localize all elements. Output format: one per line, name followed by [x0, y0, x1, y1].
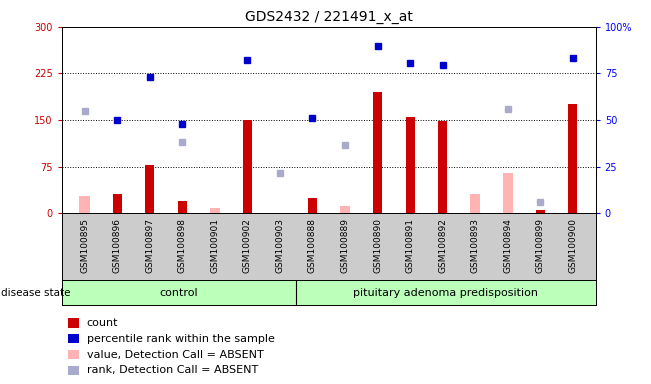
- Text: GSM100894: GSM100894: [503, 218, 512, 273]
- Text: GSM100890: GSM100890: [373, 218, 382, 273]
- Text: control: control: [159, 288, 199, 298]
- FancyBboxPatch shape: [68, 318, 79, 328]
- Text: GSM100898: GSM100898: [178, 218, 187, 273]
- Bar: [145, 165, 154, 213]
- Bar: [406, 117, 415, 213]
- Text: GSM100902: GSM100902: [243, 218, 252, 273]
- Bar: [243, 120, 252, 213]
- Bar: [340, 206, 350, 213]
- Text: pituitary adenoma predisposition: pituitary adenoma predisposition: [353, 288, 538, 298]
- Text: value, Detection Call = ABSENT: value, Detection Call = ABSENT: [87, 350, 264, 360]
- Text: count: count: [87, 318, 118, 328]
- Bar: [79, 196, 90, 213]
- Text: GSM100899: GSM100899: [536, 218, 545, 273]
- FancyBboxPatch shape: [68, 366, 79, 375]
- Text: GSM100897: GSM100897: [145, 218, 154, 273]
- Text: GSM100900: GSM100900: [568, 218, 577, 273]
- Bar: [210, 208, 220, 213]
- Bar: [178, 201, 187, 213]
- Text: GSM100901: GSM100901: [210, 218, 219, 273]
- Text: GDS2432 / 221491_x_at: GDS2432 / 221491_x_at: [245, 10, 413, 23]
- Text: GSM100903: GSM100903: [275, 218, 284, 273]
- Bar: [568, 104, 577, 213]
- Text: rank, Detection Call = ABSENT: rank, Detection Call = ABSENT: [87, 366, 258, 376]
- Text: disease state: disease state: [1, 288, 70, 298]
- Bar: [503, 173, 513, 213]
- Text: GSM100896: GSM100896: [113, 218, 122, 273]
- Text: GSM100892: GSM100892: [438, 218, 447, 273]
- Bar: [308, 198, 317, 213]
- Bar: [113, 194, 122, 213]
- Bar: [373, 92, 382, 213]
- Text: GSM100888: GSM100888: [308, 218, 317, 273]
- Text: GSM100893: GSM100893: [471, 218, 480, 273]
- Text: GSM100891: GSM100891: [406, 218, 415, 273]
- Bar: [470, 194, 480, 213]
- Text: GSM100889: GSM100889: [340, 218, 350, 273]
- Text: GSM100895: GSM100895: [80, 218, 89, 273]
- FancyBboxPatch shape: [68, 334, 79, 343]
- Text: percentile rank within the sample: percentile rank within the sample: [87, 334, 275, 344]
- Bar: [438, 121, 447, 213]
- FancyBboxPatch shape: [68, 350, 79, 359]
- Bar: [536, 210, 545, 213]
